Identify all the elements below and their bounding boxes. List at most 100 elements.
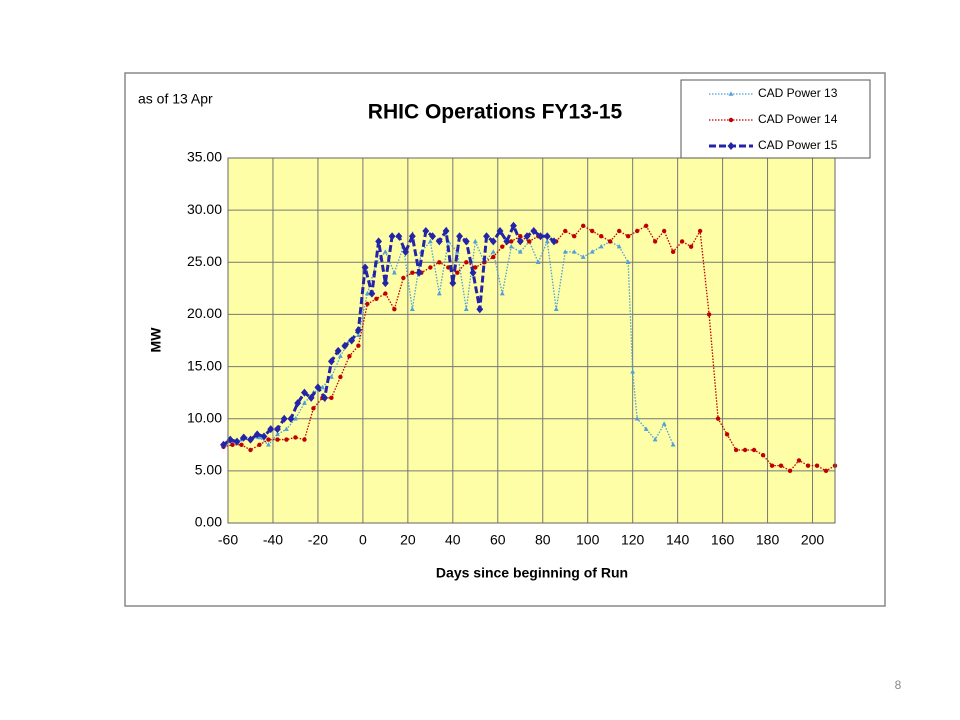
- marker: [589, 249, 595, 254]
- legend-marker: [727, 141, 735, 151]
- marker: [240, 433, 248, 442]
- marker: [661, 228, 667, 234]
- y-tick-label: 0.00: [195, 514, 222, 530]
- marker: [544, 238, 550, 244]
- legend-label: CAD Power 15: [758, 138, 838, 152]
- marker: [590, 228, 595, 234]
- marker: [518, 234, 523, 239]
- marker: [472, 238, 478, 244]
- marker: [496, 226, 504, 236]
- marker: [267, 425, 275, 434]
- legend-marker: [728, 91, 734, 96]
- marker: [535, 259, 541, 265]
- marker: [823, 468, 829, 474]
- marker: [293, 435, 298, 440]
- marker: [510, 221, 517, 230]
- marker: [489, 237, 497, 246]
- marker: [527, 239, 532, 244]
- marker: [516, 237, 524, 246]
- marker: [598, 244, 604, 249]
- x-tick-label: 140: [666, 532, 690, 548]
- chart-title: RHIC Operations FY13-15: [368, 101, 623, 124]
- marker: [320, 384, 325, 390]
- marker: [787, 468, 793, 474]
- marker: [266, 437, 271, 442]
- marker: [634, 416, 640, 421]
- y-tick-label: 35.00: [187, 149, 222, 165]
- marker: [368, 289, 376, 298]
- marker: [402, 247, 410, 256]
- y-tick-label: 25.00: [187, 253, 222, 269]
- marker: [257, 434, 262, 440]
- marker: [408, 232, 416, 241]
- marker: [616, 228, 622, 234]
- annotation: as of 13 Apr: [138, 91, 213, 107]
- marker: [301, 388, 308, 397]
- marker: [391, 270, 397, 275]
- marker: [724, 432, 730, 437]
- marker: [580, 254, 586, 259]
- marker: [483, 232, 490, 241]
- marker: [462, 237, 470, 246]
- marker: [427, 238, 433, 244]
- marker: [625, 259, 631, 265]
- marker: [356, 343, 361, 348]
- marker: [253, 430, 261, 439]
- marker: [751, 447, 757, 453]
- marker: [382, 249, 388, 254]
- marker: [248, 447, 253, 453]
- marker: [508, 244, 514, 249]
- marker: [409, 306, 415, 311]
- marker: [260, 432, 268, 441]
- marker: [760, 453, 766, 458]
- legend-marker: [728, 117, 734, 123]
- marker: [625, 234, 631, 239]
- marker: [643, 223, 649, 228]
- marker: [435, 237, 443, 246]
- x-axis-label: Days since beginning of Run: [436, 565, 628, 581]
- marker: [395, 232, 403, 241]
- marker: [226, 435, 234, 444]
- marker: [563, 228, 568, 234]
- x-tick-label: 200: [801, 532, 825, 548]
- marker: [388, 232, 396, 241]
- marker: [469, 268, 477, 277]
- marker: [634, 228, 640, 234]
- marker: [607, 239, 613, 244]
- y-tick-label: 10.00: [187, 409, 222, 425]
- marker: [476, 305, 484, 314]
- marker: [381, 279, 389, 288]
- marker: [338, 374, 343, 380]
- marker: [652, 436, 658, 442]
- marker: [365, 301, 370, 307]
- marker: [805, 463, 811, 468]
- plot-border: [227, 157, 836, 524]
- marker: [670, 442, 676, 447]
- marker: [499, 290, 505, 296]
- marker: [327, 357, 335, 366]
- x-tick-label: -20: [308, 532, 328, 548]
- series: [220, 221, 558, 449]
- marker: [456, 232, 463, 241]
- marker: [473, 265, 478, 270]
- marker: [537, 232, 544, 241]
- marker: [733, 447, 739, 453]
- marker: [337, 353, 343, 358]
- marker: [257, 442, 262, 447]
- marker: [503, 237, 511, 246]
- marker: [598, 234, 604, 239]
- marker: [490, 249, 496, 254]
- marker: [321, 393, 329, 402]
- page-number: 8: [895, 678, 902, 692]
- marker: [422, 226, 430, 236]
- x-tick-label: 120: [621, 532, 645, 548]
- x-tick-label: 40: [445, 532, 461, 548]
- y-tick-label: 5.00: [195, 462, 222, 478]
- marker: [697, 228, 703, 234]
- marker: [401, 275, 406, 281]
- marker: [706, 312, 712, 317]
- marker: [517, 249, 523, 254]
- x-tick-label: 100: [576, 532, 600, 548]
- marker: [275, 431, 280, 437]
- marker: [247, 435, 254, 444]
